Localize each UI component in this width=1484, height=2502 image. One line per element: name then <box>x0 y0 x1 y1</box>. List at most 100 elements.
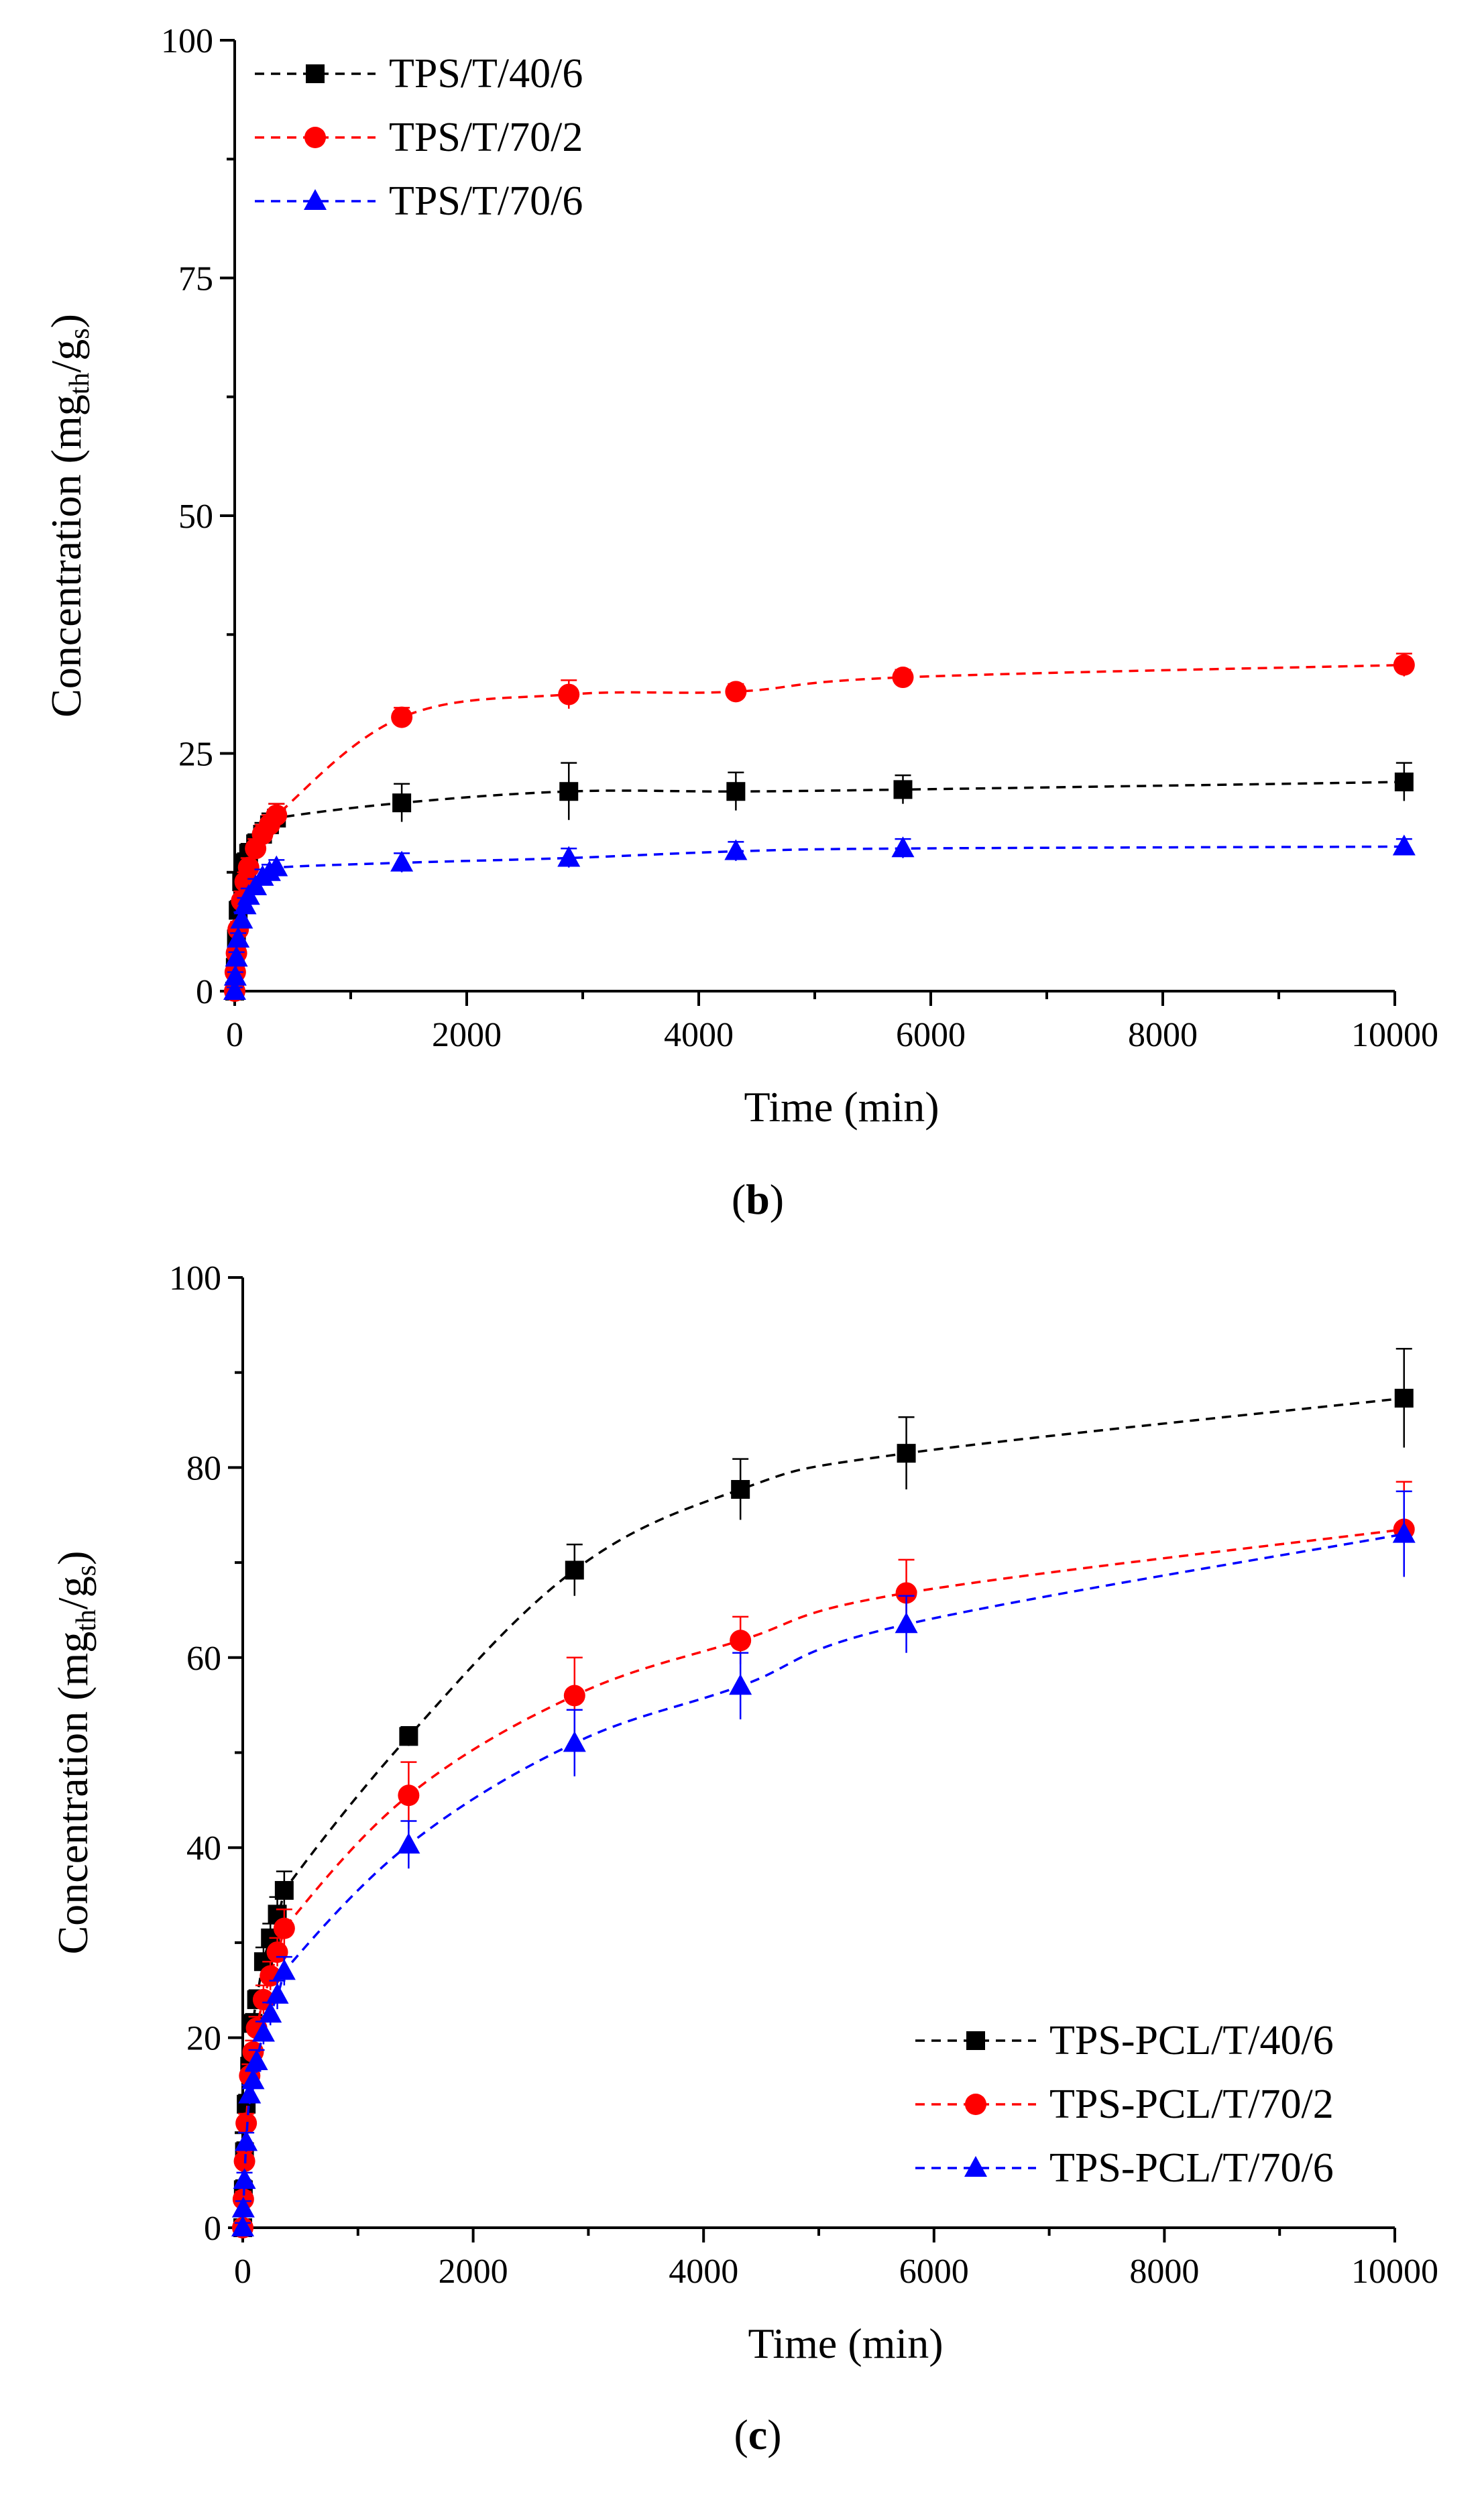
chart-c-x-tick-label: 0 <box>234 2253 251 2291</box>
chart-c-y-axis-title-main: Concentration (mg <box>49 1632 97 1955</box>
chart-c-x-tick-label: 6000 <box>899 2253 969 2291</box>
chart-c-legend-label: TPS-PCL/T/70/2 <box>1049 2082 1334 2127</box>
chart-c-series-3-point <box>729 1674 752 1695</box>
chart-c-panel-paren-close: ) <box>767 2411 781 2458</box>
chart-c-x-tick-label: 4000 <box>669 2253 738 2291</box>
chart-c-panel-paren-open: ( <box>734 2411 748 2458</box>
chart-b-y-tick-label: 75 <box>178 260 213 298</box>
chart-b-series-1-point <box>559 782 579 801</box>
chart-b-x-tick-label: 8000 <box>1128 1016 1198 1054</box>
chart-c-series-2-point <box>398 1784 420 1807</box>
chart-c-panel-letter: c <box>748 2411 767 2458</box>
chart-b-y-axis-title-mid: /g <box>42 339 90 373</box>
chart-c-y-tick-label: 0 <box>204 2210 221 2248</box>
chart-b-series-3-point <box>1392 834 1416 856</box>
chart-b-panel-paren-open: ( <box>732 1176 746 1223</box>
chart-b-series-1-point <box>1394 773 1414 792</box>
chart-b-series-1-line <box>233 781 1404 992</box>
chart-c-legend: TPS-PCL/T/40/6 TPS-PCL/T/70/2 TPS-PCL/T/70… <box>915 2018 1334 2191</box>
chart-c-series-1-point <box>274 1880 294 1900</box>
chart-b-legend-label: TPS/T/70/2 <box>389 115 583 160</box>
chart-c-series-2-point <box>235 2112 258 2135</box>
chart-c-y-tick-label: 40 <box>186 1829 221 1868</box>
chart-b-legend-label: TPS/T/70/6 <box>389 178 583 224</box>
chart-c-series-2-point <box>273 1917 295 1939</box>
chart-c-series-3-point <box>397 1832 420 1854</box>
chart-b-series-3-point <box>230 907 253 929</box>
chart-b-legend-marker <box>304 189 327 210</box>
chart-c-y-axis-title-sub2: s <box>71 1565 102 1576</box>
chart-c-x-tick-label: 2000 <box>439 2253 508 2291</box>
chart-c-legend-label: TPS-PCL/T/70/6 <box>1049 2145 1334 2191</box>
chart-b-x-tick-label: 6000 <box>896 1016 966 1054</box>
chart-c-series-3-point <box>231 2216 254 2236</box>
chart-c-series-3-point <box>245 2049 268 2071</box>
chart-b-y-tick-label: 25 <box>178 736 213 774</box>
chart-c-series-2-point <box>730 1630 752 1652</box>
chart-c-series-3-point <box>895 1612 918 1634</box>
chart-b-series-3-point <box>390 850 414 872</box>
chart-b-series-2-point <box>725 681 747 703</box>
chart-b-panel-paren-close: ) <box>770 1176 784 1223</box>
chart-c-y-axis-title: Concentration (mgth/gs) <box>49 1551 102 1955</box>
chart-b-legend-marker <box>304 127 326 148</box>
chart-c-y-tick-label: 80 <box>186 1449 221 1487</box>
chart-c-legend-marker <box>966 2031 985 2050</box>
chart-b-x-axis-title: Time (min) <box>744 1083 939 1131</box>
chart-b-panel-letter: b <box>746 1176 770 1223</box>
chart-b-series-2-point <box>558 683 580 705</box>
chart-c: 0 20 40 60 80 100 0 2000 4000 6000 8000 10000 Time (… <box>49 1259 1438 2458</box>
chart-b-series-1-point <box>726 782 746 801</box>
chart-c-panel-label: (c) <box>734 2411 781 2458</box>
chart-c-series-3-point <box>238 2082 262 2104</box>
chart-b-y-axis-title-main: Concentration (mg <box>42 394 90 718</box>
chart-c-series-1-point <box>399 1727 418 1746</box>
chart-b-series-2-point <box>391 706 413 728</box>
chart-c-x-axis-title: Time (min) <box>748 2320 944 2367</box>
chart-c-series-1-line <box>241 1397 1404 2228</box>
chart-c-legend-label: TPS-PCL/T/40/6 <box>1049 2018 1334 2063</box>
chart-b-series-2-point <box>892 667 914 689</box>
chart-c-x-tick-label: 8000 <box>1129 2253 1199 2291</box>
chart-c-legend-marker <box>964 2156 987 2177</box>
chart-b-series-3-point <box>223 979 246 1000</box>
chart-b-series-2-point <box>237 856 260 878</box>
chart-b-panel-label: (b) <box>732 1176 784 1223</box>
chart-c-legend-marker <box>965 2094 986 2115</box>
chart-c-series-2-point <box>895 1582 917 1604</box>
chart-c-series-1-point <box>1394 1388 1414 1408</box>
chart-c-series-3-point <box>241 2068 265 2090</box>
chart-b: 0 25 50 75 100 0 2000 4000 6000 8000 10000 Time (mi… <box>42 22 1438 1223</box>
chart-c-x-tick-label: 10000 <box>1351 2253 1438 2291</box>
chart-b-legend-label: TPS/T/40/6 <box>389 51 583 97</box>
chart-b-x-tick-label: 0 <box>226 1016 243 1054</box>
chart-b-series-3-point <box>891 836 915 858</box>
chart-b-series-3-point <box>557 846 581 867</box>
chart-c-series-3-point <box>1392 1522 1416 1543</box>
chart-c-series-3-point <box>233 2168 256 2190</box>
chart-c-series-3 <box>231 1490 1416 2236</box>
chart-b-series-2 <box>224 652 1415 1002</box>
chart-b-series-3-point <box>223 964 247 986</box>
chart-b-series-1-point <box>392 793 412 813</box>
chart-b-x-tick-label: 4000 <box>664 1016 734 1054</box>
chart-c-series-3-point <box>259 2002 282 2023</box>
chart-b-y-axis-title-end: ) <box>42 314 90 328</box>
chart-b-legend: TPS/T/40/6 TPS/T/70/2 TPS/T/70/6 <box>255 51 583 224</box>
chart-b-series-1 <box>225 762 1414 1001</box>
chart-c-y-tick-label: 20 <box>186 2020 221 2058</box>
chart-c-y-axis-title-sub1: th <box>71 1609 102 1632</box>
chart-b-series-2-point <box>266 804 288 826</box>
chart-c-series-3-point <box>266 1982 289 2004</box>
chart-b-series-3-point <box>227 927 250 948</box>
chart-c-series-3-line <box>241 1532 1405 2228</box>
chart-c-series-1-point <box>565 1560 584 1580</box>
chart-b-y-axis-title-sub2: s <box>64 328 95 339</box>
chart-b-y-axis-title-sub1: th <box>64 373 95 395</box>
chart-b-legend-marker <box>306 64 325 83</box>
chart-c-series-2-point <box>563 1685 585 1707</box>
chart-c-y-tick-label: 100 <box>169 1259 221 1298</box>
chart-b-series-3-point <box>265 855 288 876</box>
chart-b-series-2-point <box>1393 654 1415 676</box>
